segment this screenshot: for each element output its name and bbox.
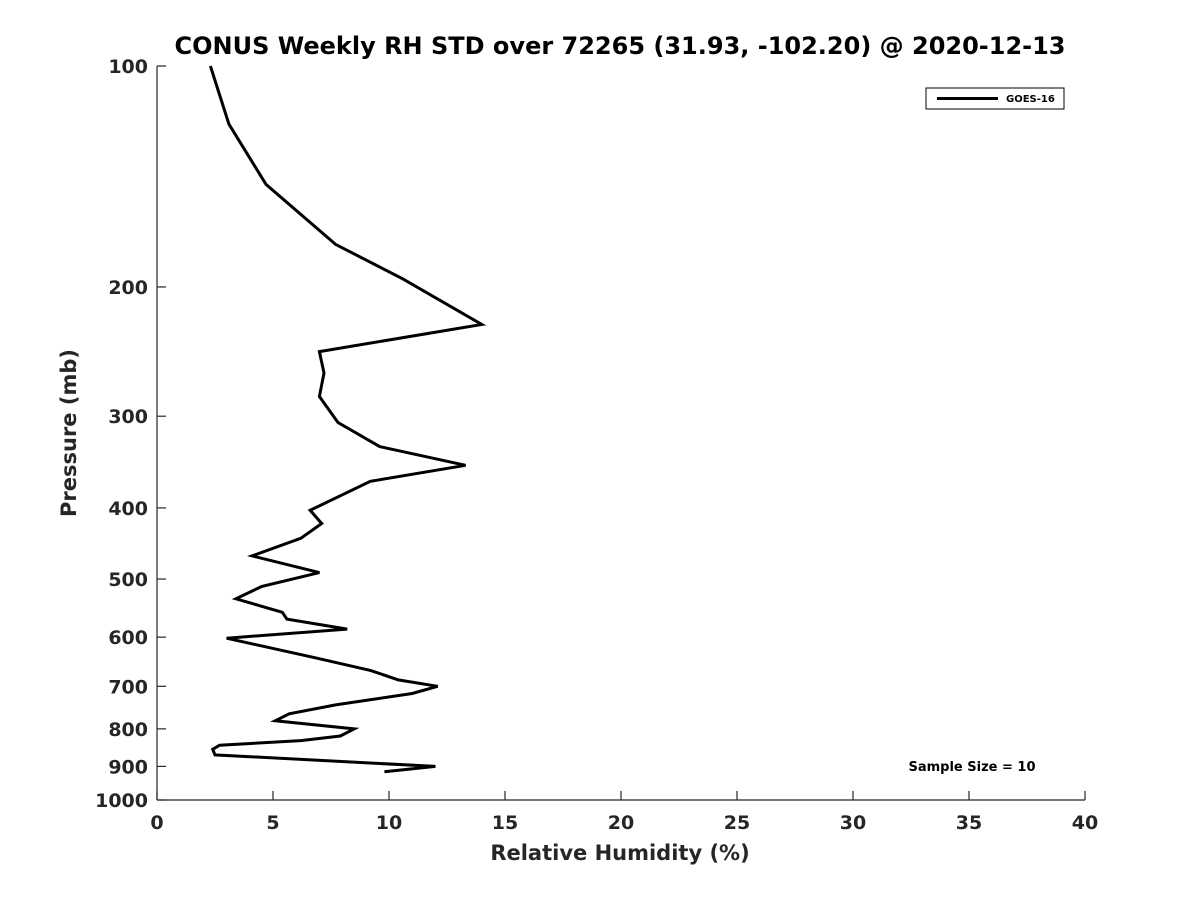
y-tick-label: 500	[108, 569, 148, 591]
sample-size-annotation: Sample Size = 10	[908, 760, 1035, 775]
y-tick-label: 600	[108, 627, 148, 649]
series-line-goes-16	[208, 65, 487, 774]
y-tick-label: 300	[108, 406, 148, 428]
chart-title: CONUS Weekly RH STD over 72265 (31.93, -…	[174, 32, 1065, 60]
y-tick-label: 400	[108, 498, 148, 520]
y-tick-label: 100	[108, 56, 148, 78]
x-tick-label: 15	[492, 812, 518, 834]
x-tick-label: 5	[266, 812, 279, 834]
legend: GOES-16	[925, 87, 1065, 110]
y-tick-label: 800	[108, 719, 148, 741]
y-tick-label: 200	[108, 277, 148, 299]
x-tick-label: 0	[150, 812, 163, 834]
x-ticks: 0 5 10 15 20 25 30 35 40	[150, 791, 1098, 834]
x-axis-label: Relative Humidity (%)	[490, 841, 749, 865]
legend-label-goes-16: GOES-16	[1006, 94, 1055, 105]
x-tick-label: 35	[956, 812, 982, 834]
y-ticks: 100 200 300 400 500 600 700 800 900 1000	[95, 56, 166, 812]
x-tick-label: 30	[840, 812, 866, 834]
x-tick-label: 25	[724, 812, 750, 834]
x-tick-label: 40	[1072, 812, 1098, 834]
y-tick-label: 700	[108, 676, 148, 698]
x-tick-label: 10	[376, 812, 402, 834]
y-axis-label: Pressure (mb)	[57, 349, 81, 517]
y-tick-label: 900	[108, 756, 148, 778]
y-tick-label: 1000	[95, 790, 148, 812]
series-group	[208, 65, 487, 774]
x-tick-label: 20	[608, 812, 634, 834]
